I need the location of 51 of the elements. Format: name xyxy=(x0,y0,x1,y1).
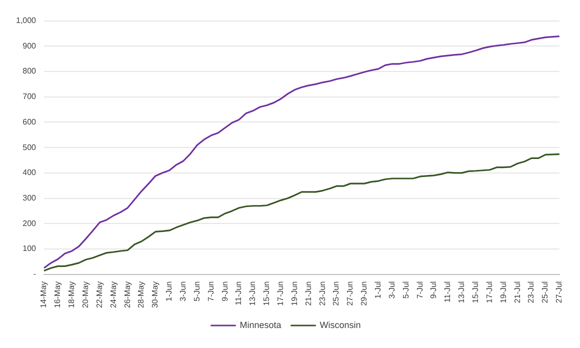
x-tick-label: 11-Jun xyxy=(234,281,244,306)
x-tick-label: 27-Jun xyxy=(346,281,355,306)
x-tick-label: 18-May xyxy=(67,281,76,308)
x-tick-label: 20-May xyxy=(81,281,90,308)
x-tick-label: 26-May xyxy=(122,281,132,308)
x-tick-label: 21-Jun xyxy=(304,281,313,306)
legend-label: Wisconsin xyxy=(320,320,361,330)
x-tick-label: 15-Jul xyxy=(471,281,480,304)
x-tick-label: 22-May xyxy=(94,281,104,308)
x-tick-label: 19-Jun xyxy=(290,281,299,306)
x-tick-label: 9-Jul xyxy=(429,281,438,299)
legend-label: Minnesota xyxy=(240,320,282,330)
x-tick-label: 25-Jun xyxy=(332,281,341,306)
x-tick-label: 23-Jun xyxy=(318,281,327,306)
x-tick-label: 7-Jul xyxy=(415,281,424,299)
x-tick-label: 14-May xyxy=(39,281,48,308)
x-tick-label: 24-May xyxy=(108,281,118,308)
x-tick-label: 15-Jun xyxy=(262,281,272,306)
x-tick-label: 5-Jul xyxy=(401,281,410,299)
y-tick-label: 700 xyxy=(22,92,37,102)
x-tick-label: 19-Jul xyxy=(498,281,508,304)
x-tick-label: 9-Jun xyxy=(220,281,230,302)
x-tick-label: 13-Jul xyxy=(457,281,466,304)
x-tick-label: 28-May xyxy=(136,281,146,308)
x-tick-label: 27-Jul xyxy=(554,281,564,304)
y-tick-label: 500 xyxy=(22,142,37,152)
y-tick-label: - xyxy=(33,270,36,279)
x-tick-label: 23-Jul xyxy=(526,281,536,304)
y-tick-label: 1,000 xyxy=(16,16,37,26)
y-tick-label: 800 xyxy=(22,66,37,76)
x-tick-label: 21-Jul xyxy=(512,281,522,304)
x-tick-label: 30-May xyxy=(150,281,160,308)
x-tick-label: 3-Jun xyxy=(178,281,188,302)
x-tick-label: 17-Jul xyxy=(484,281,494,304)
x-tick-label: 1-Jun xyxy=(164,281,174,302)
x-tick-label: 1-Jul xyxy=(374,281,383,299)
x-tick-label: 13-Jun xyxy=(248,281,258,306)
y-tick-label: 200 xyxy=(22,218,37,228)
y-tick-label: 100 xyxy=(22,244,37,254)
x-tick-label: 29-Jun xyxy=(360,281,369,306)
x-tick-label: 16-May xyxy=(53,281,62,308)
y-tick-label: 900 xyxy=(22,41,37,50)
x-tick-label: 17-Jun xyxy=(276,281,286,306)
y-tick-label: 400 xyxy=(22,168,37,178)
x-tick-label: 7-Jun xyxy=(206,281,216,302)
x-tick-label: 3-Jul xyxy=(387,281,396,299)
x-tick-label: 5-Jun xyxy=(192,281,202,302)
x-tick-label: 25-Jul xyxy=(540,281,550,304)
y-tick-label: 600 xyxy=(22,117,37,126)
x-tick-label: 11-Jul xyxy=(443,281,452,303)
y-tick-label: 300 xyxy=(22,193,37,202)
